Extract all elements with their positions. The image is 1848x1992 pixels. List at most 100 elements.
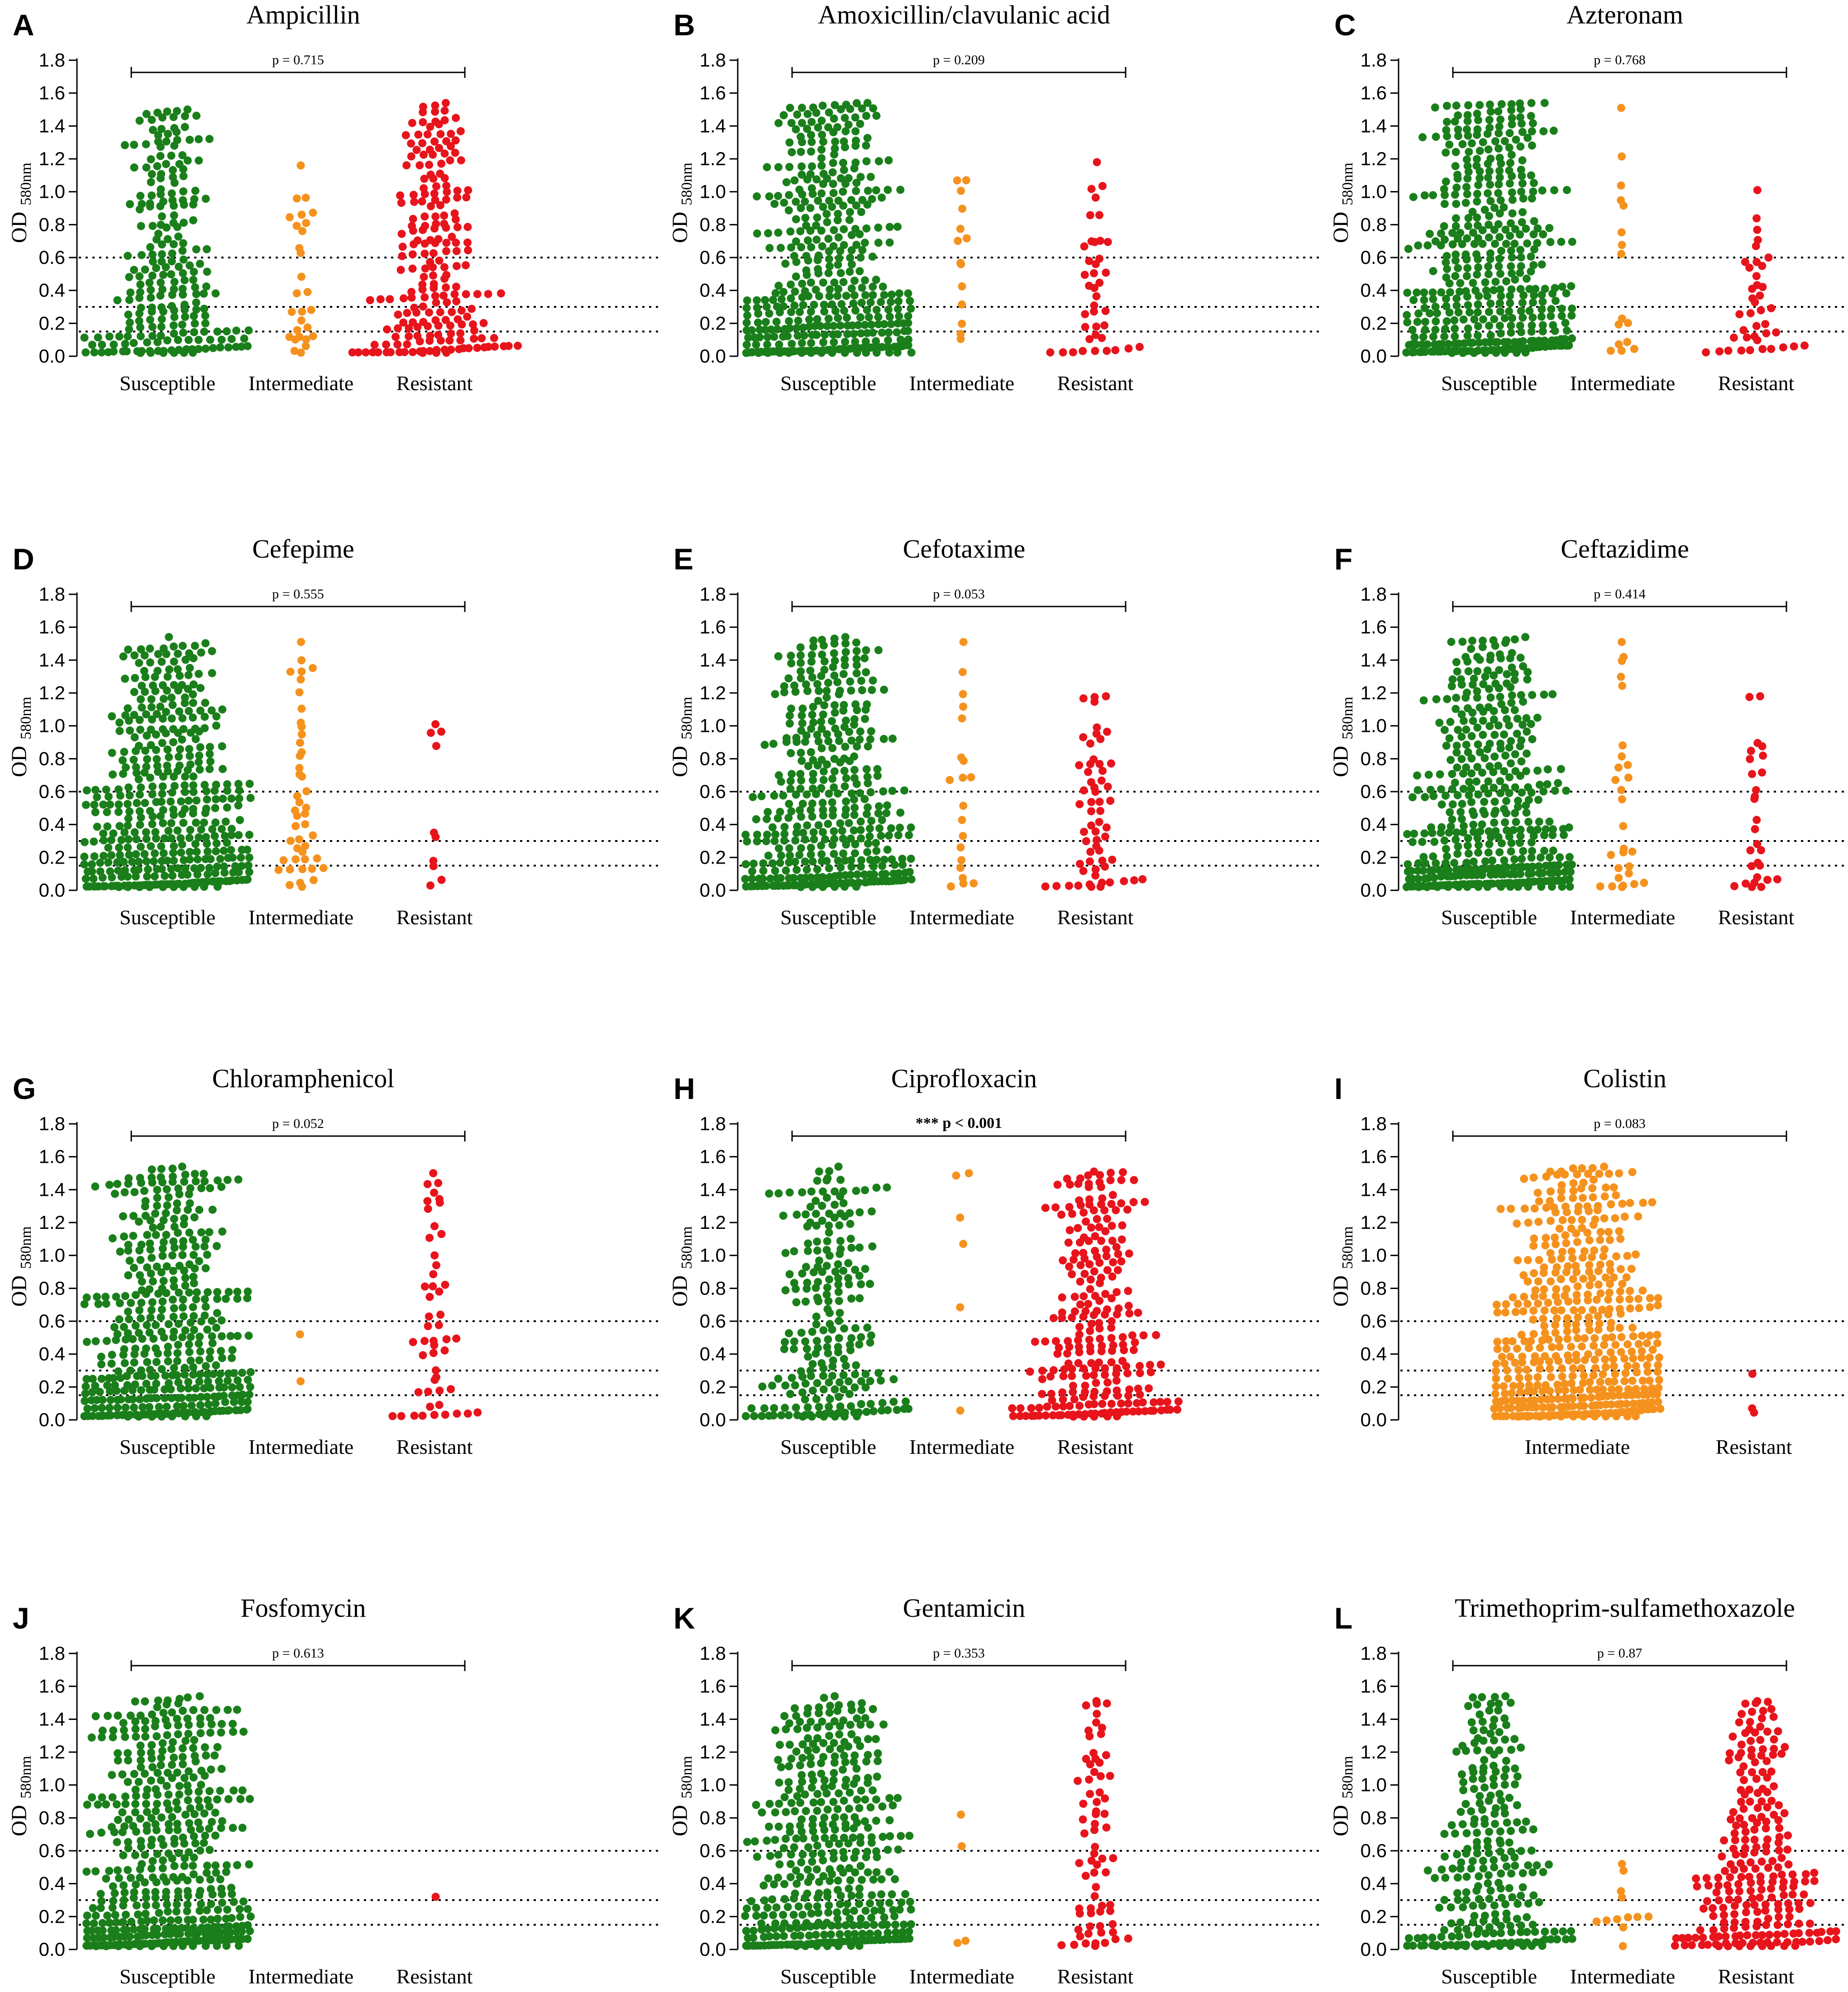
y-tick-label: 0.8	[39, 748, 65, 769]
data-point	[1572, 1268, 1581, 1276]
data-point	[173, 1228, 182, 1237]
data-point	[801, 1379, 810, 1388]
data-point	[1098, 182, 1107, 191]
data-point	[1538, 1336, 1547, 1345]
data-point	[1461, 287, 1470, 296]
data-point	[202, 804, 210, 813]
data-point	[1741, 258, 1749, 266]
series-susceptible	[741, 633, 916, 891]
data-point	[431, 291, 439, 300]
data-point	[1442, 295, 1450, 303]
data-point	[884, 306, 893, 314]
data-point	[862, 141, 870, 150]
data-point	[206, 757, 215, 766]
data-point	[143, 872, 151, 881]
data-point	[801, 1395, 809, 1404]
data-point	[1051, 1337, 1060, 1346]
panel-g: G Chloramphenicol0.00.20.40.60.81.01.21.4…	[7, 1064, 661, 1458]
data-point	[1016, 1412, 1024, 1420]
data-point	[131, 674, 139, 682]
y-tick-label: 0.6	[1361, 1310, 1387, 1332]
data-point	[136, 726, 144, 734]
data-point	[136, 1256, 145, 1264]
data-point	[152, 834, 160, 843]
data-point	[1599, 1370, 1607, 1379]
y-tick-label: 0.8	[1361, 214, 1387, 235]
data-point	[1624, 1385, 1633, 1394]
data-point	[797, 749, 805, 757]
data-point	[1446, 808, 1454, 817]
data-point	[847, 856, 855, 865]
data-point	[1484, 777, 1493, 786]
data-point	[291, 806, 299, 815]
data-point	[1464, 324, 1472, 333]
data-point	[796, 784, 805, 793]
data-point	[796, 308, 804, 316]
data-point	[103, 1911, 112, 1920]
data-point	[883, 846, 892, 854]
data-point	[196, 707, 205, 715]
data-point	[182, 1924, 191, 1932]
data-point	[1619, 653, 1628, 661]
data-point	[834, 330, 842, 339]
data-point	[1442, 101, 1451, 110]
data-point	[857, 1280, 865, 1289]
y-axis-label: OD580nm	[1329, 162, 1356, 243]
data-point	[834, 1260, 842, 1269]
data-point	[1064, 1337, 1072, 1345]
data-point	[1601, 1334, 1610, 1342]
data-point	[425, 1233, 434, 1242]
data-point	[743, 311, 752, 320]
data-point	[206, 1885, 215, 1893]
data-point	[169, 725, 177, 733]
data-point	[1507, 328, 1515, 337]
data-point	[234, 780, 243, 788]
data-point	[1473, 110, 1481, 118]
data-point	[148, 1165, 156, 1174]
data-point	[1540, 1263, 1548, 1272]
data-point	[1576, 1385, 1584, 1394]
data-point	[1496, 307, 1504, 316]
data-point	[436, 130, 445, 139]
data-point	[1478, 820, 1486, 829]
data-point	[1549, 825, 1557, 834]
data-point	[785, 844, 793, 853]
data-point	[1563, 1334, 1572, 1343]
data-point	[1534, 1277, 1542, 1286]
data-point	[1096, 1171, 1104, 1180]
data-point	[1518, 218, 1526, 226]
data-point	[1470, 674, 1478, 683]
data-point	[1082, 837, 1090, 846]
data-point	[147, 695, 156, 703]
data-point	[424, 1387, 432, 1396]
data-point	[888, 734, 897, 743]
data-point	[760, 1404, 769, 1413]
data-point	[170, 1243, 179, 1252]
data-point	[109, 829, 118, 838]
data-point	[227, 334, 236, 343]
data-point	[799, 323, 807, 332]
data-point	[407, 293, 416, 302]
data-point	[862, 668, 870, 677]
data-point	[1523, 1277, 1532, 1286]
data-point	[1746, 309, 1755, 318]
data-point	[1518, 179, 1527, 188]
data-point	[1452, 148, 1460, 156]
data-point	[809, 718, 818, 727]
data-point	[962, 176, 970, 185]
y-tick-label: 1.0	[39, 1245, 65, 1266]
data-point	[169, 1873, 177, 1882]
data-point	[148, 271, 157, 280]
data-point	[836, 1237, 845, 1245]
data-point	[818, 242, 826, 251]
data-point	[236, 1406, 245, 1414]
data-point	[146, 315, 154, 324]
data-point	[835, 1393, 843, 1401]
data-point	[1496, 777, 1504, 785]
data-point	[1114, 1250, 1122, 1258]
data-point	[490, 334, 498, 342]
data-point	[1529, 831, 1538, 840]
data-point	[863, 99, 872, 107]
data-point	[446, 321, 454, 330]
data-point	[1437, 823, 1446, 831]
